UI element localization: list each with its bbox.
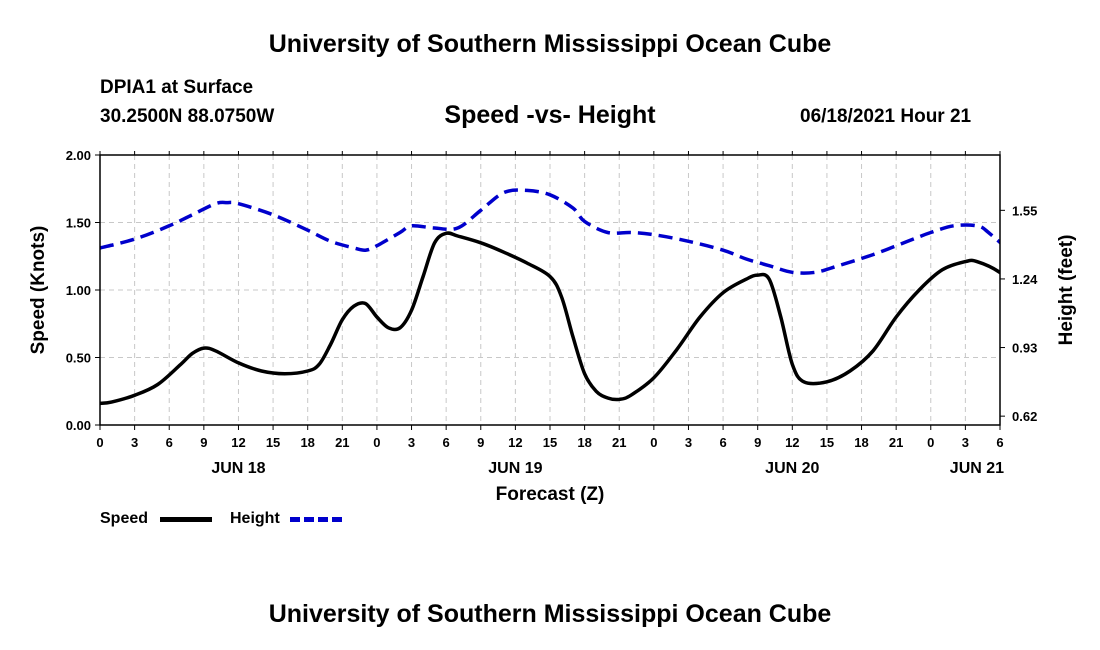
x-axis-title: Forecast (Z) [496, 484, 605, 505]
date-label: JUN 20 [765, 460, 819, 477]
x-tick-label: 18 [854, 435, 868, 450]
legend-height-label: Height [230, 510, 280, 527]
y2-tick-label: 0.62 [1012, 409, 1037, 424]
x-tick-label: 12 [508, 435, 522, 450]
legend-speed-label: Speed [100, 510, 149, 527]
x-tick-label: 3 [408, 435, 415, 450]
x-tick-label: 3 [131, 435, 138, 450]
x-tick-label: 0 [927, 435, 934, 450]
y-axis-title: Speed (Knots) [28, 226, 49, 355]
forecast-time: 06/18/2021 Hour 21 [800, 106, 972, 127]
station-name: DPIA1 at Surface [100, 77, 254, 98]
date-label: JUN 21 [950, 460, 1004, 477]
x-tick-label: 21 [335, 435, 349, 450]
x-tick-label: 3 [962, 435, 969, 450]
y2-tick-label: 1.24 [1012, 272, 1038, 287]
y2-tick-label: 0.93 [1012, 341, 1037, 356]
x-tick-label: 0 [373, 435, 380, 450]
y2-axis-title: Height (feet) [1056, 235, 1077, 346]
page-title: University of Southern Mississippi Ocean… [268, 30, 832, 58]
y-tick-label: 0.50 [66, 351, 91, 366]
x-tick-label: 6 [996, 435, 1003, 450]
y-tick-label: 0.00 [66, 418, 91, 433]
x-tick-label: 18 [300, 435, 314, 450]
footer-title: University of Southern Mississippi Ocean… [268, 600, 832, 628]
series-line-height [100, 188, 1000, 275]
x-tick-label: 21 [612, 435, 626, 450]
chart-title: Speed -vs- Height [444, 101, 656, 129]
x-tick-label: 21 [889, 435, 903, 450]
y-tick-label: 2.00 [66, 148, 91, 163]
x-tick-label: 9 [754, 435, 761, 450]
grid [100, 155, 1000, 425]
x-tick-label: 15 [543, 435, 557, 450]
x-tick-label: 6 [443, 435, 450, 450]
x-tick-label: 18 [577, 435, 591, 450]
legend-height-swatch [290, 517, 342, 522]
series-line-speed [100, 231, 1000, 406]
x-tick-label: 12 [231, 435, 245, 450]
x-tick-label: 15 [820, 435, 834, 450]
date-label: JUN 19 [488, 460, 542, 477]
date-label: JUN 18 [211, 460, 265, 477]
x-tick-label: 12 [785, 435, 799, 450]
x-tick-label: 0 [96, 435, 103, 450]
legend-speed-swatch [160, 517, 212, 522]
x-tick-label: 3 [685, 435, 692, 450]
station-coordinates: 30.2500N 88.0750W [100, 106, 275, 127]
x-tick-label: 15 [266, 435, 280, 450]
x-tick-label: 0 [650, 435, 657, 450]
x-tick-label: 6 [719, 435, 726, 450]
x-tick-label: 9 [477, 435, 484, 450]
x-tick-label: 9 [200, 435, 207, 450]
x-tick-label: 6 [166, 435, 173, 450]
y2-tick-label: 1.55 [1012, 203, 1037, 218]
y-tick-label: 1.00 [66, 283, 91, 298]
y-tick-label: 1.50 [66, 216, 91, 231]
